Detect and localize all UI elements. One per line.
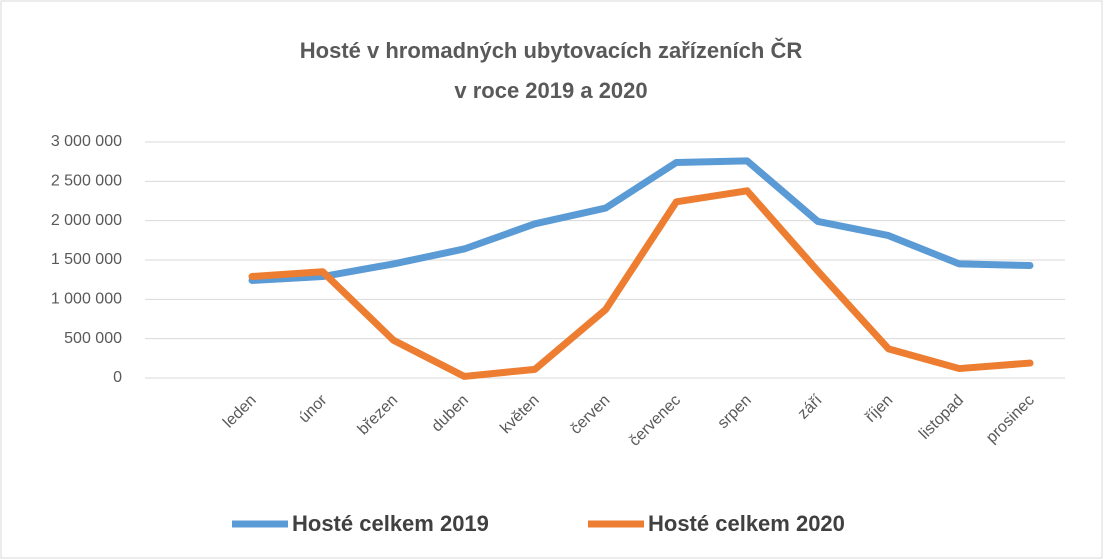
series-line <box>248 187 1034 380</box>
series-line <box>248 157 1034 284</box>
y-tick-label: 500 000 <box>64 330 122 347</box>
y-tick-label: 1 000 000 <box>51 291 122 308</box>
chart-title: v roce 2019 a 2020 <box>454 78 647 103</box>
y-tick-label: 2 500 000 <box>51 173 122 190</box>
chart-title: Hosté v hromadných ubytovacích zařízeníc… <box>300 38 803 63</box>
y-tick-label: 2 000 000 <box>51 212 122 229</box>
legend-label: Hosté celkem 2020 <box>648 511 845 536</box>
y-tick-label: 3 000 000 <box>51 133 122 150</box>
y-tick-label: 1 500 000 <box>51 251 122 268</box>
legend-label: Hosté celkem 2019 <box>292 511 489 536</box>
y-tick-label: 0 <box>113 369 122 386</box>
